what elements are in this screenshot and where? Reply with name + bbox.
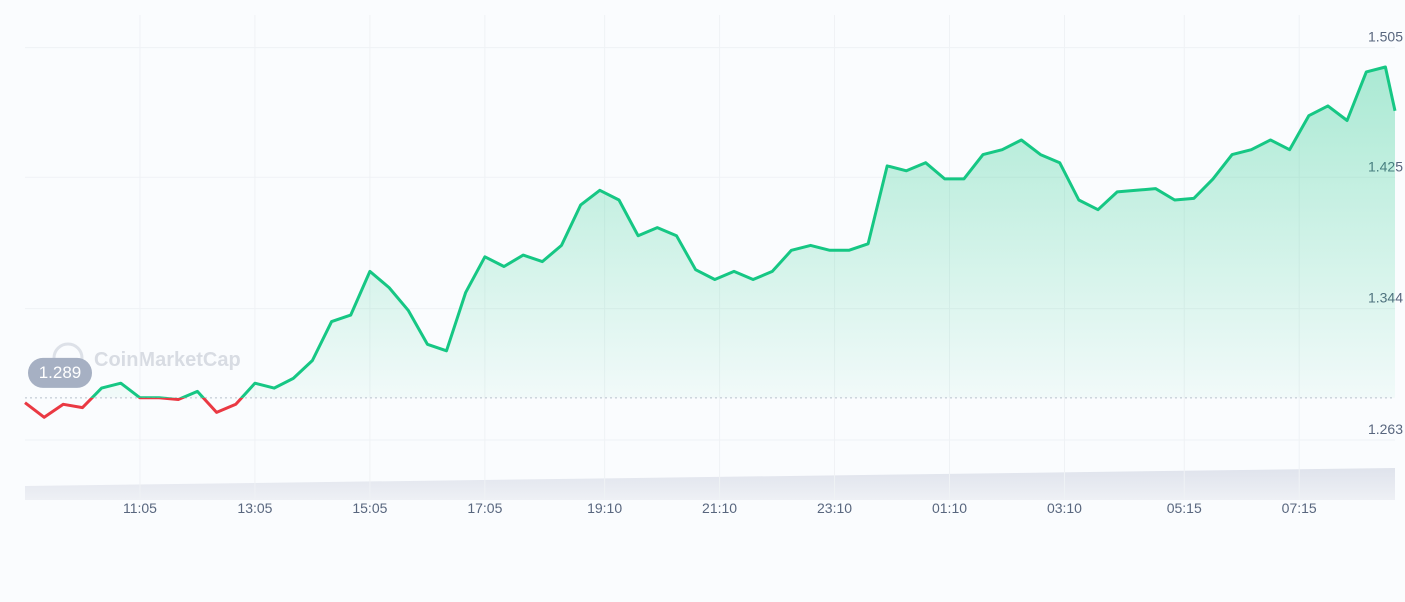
price-line-up: [89, 65, 1397, 398]
x-tick-label: 19:10: [587, 500, 622, 516]
y-tick-label: 1.505: [1368, 29, 1403, 45]
volume-band: [25, 468, 1395, 500]
pill-bg: [28, 357, 92, 388]
x-tick-label: 05:15: [1167, 500, 1202, 516]
x-tick-label: 11:05: [123, 500, 157, 516]
x-tick-label: 03:10: [1047, 500, 1082, 516]
x-tick-label: 07:15: [1282, 500, 1317, 516]
watermark-text: CoinMarketCap: [94, 349, 241, 371]
x-tick-label: 15:05: [352, 500, 387, 516]
x-tick-label: 17:05: [467, 500, 502, 516]
x-tick-label: 13:05: [237, 500, 272, 516]
x-tick-label: 01:10: [932, 500, 967, 516]
baseline-pill: 1.289: [28, 357, 92, 388]
x-tick-label: 21:10: [702, 500, 737, 516]
baseline-label: 1.289: [39, 363, 82, 382]
x-tick-label: 23:10: [817, 500, 852, 516]
area: [92, 67, 1395, 398]
y-tick-label: 1.263: [1368, 421, 1403, 437]
